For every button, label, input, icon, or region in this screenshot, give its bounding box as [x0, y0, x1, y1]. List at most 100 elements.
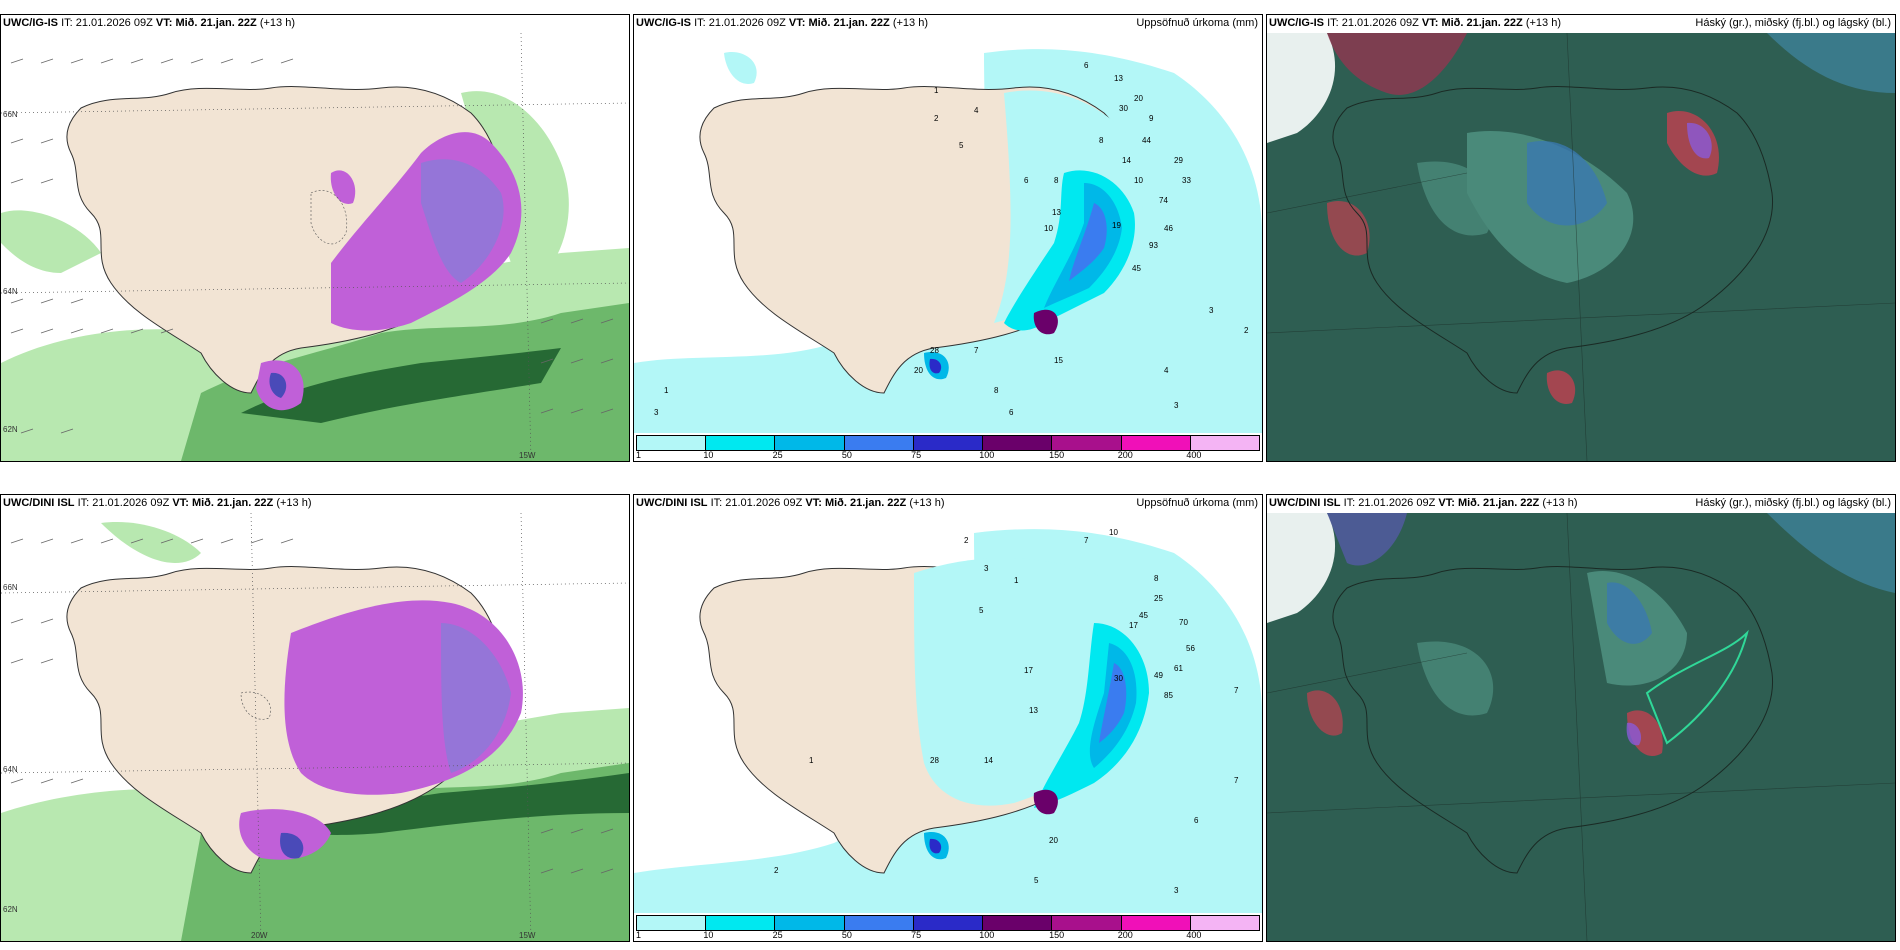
svg-text:13: 13 [1029, 706, 1038, 715]
colorbar-label: 200 [1117, 930, 1133, 940]
svg-text:7: 7 [1084, 536, 1089, 545]
colorbar-label: 100 [979, 930, 995, 940]
svg-text:56: 56 [1186, 644, 1195, 653]
colorbar-swatch [637, 436, 707, 450]
svg-text:6: 6 [1194, 816, 1199, 825]
precip-values: 2 3 1 5 7 10 8 25 45 17 30 70 56 49 61 8… [774, 528, 1239, 895]
svg-text:20: 20 [1134, 94, 1143, 103]
panel-header: UWC/DINI ISL IT: 21.01.2026 09Z VT: Mið.… [636, 497, 945, 509]
svg-text:8: 8 [1154, 574, 1159, 583]
svg-text:6: 6 [1009, 408, 1014, 417]
lon-label-15w: 15W [519, 931, 536, 940]
colorbar-swatch [913, 436, 984, 450]
panel-cloud-bottom: UWC/DINI ISL IT: 21.01.2026 09Z VT: Mið.… [1266, 494, 1896, 942]
svg-text:7: 7 [1234, 686, 1239, 695]
colorbar-swatch [1121, 916, 1191, 930]
svg-text:1: 1 [934, 86, 939, 95]
cloud-map [1267, 513, 1895, 941]
cloud-map [1267, 33, 1895, 461]
svg-text:9: 9 [1149, 114, 1154, 123]
svg-text:61: 61 [1174, 664, 1183, 673]
colorbar-swatch [706, 916, 776, 930]
svg-text:1: 1 [1014, 576, 1019, 585]
colorbar-label: 75 [911, 930, 922, 940]
colorbar-label: 75 [911, 450, 922, 460]
svg-text:33: 33 [1182, 176, 1191, 185]
panel-title-cloud: Háský (gr.), miðský (fj.bl.) og lágský (… [1695, 17, 1891, 29]
svg-text:20: 20 [1049, 836, 1058, 845]
wind-barbs [10, 538, 614, 874]
svg-text:19: 19 [1112, 221, 1121, 230]
colorbar-swatch [913, 916, 984, 930]
panel-precip-top: UWC/IG-IS IT: 21.01.2026 09Z VT: Mið. 21… [633, 14, 1263, 462]
colorbar-label: 1 [636, 450, 642, 460]
colorbar-swatch [775, 916, 845, 930]
svg-text:8: 8 [994, 386, 999, 395]
svg-text:10: 10 [1044, 224, 1053, 233]
panel-precip-bottom: UWC/DINI ISL IT: 21.01.2026 09Z VT: Mið.… [633, 494, 1263, 942]
panel-header: UWC/DINI ISL IT: 21.01.2026 09Z VT: Mið.… [3, 497, 312, 509]
colorbar-label: 400 [1186, 450, 1202, 460]
lat-label-62n: 62N [3, 425, 18, 434]
lat-label-64n: 64N [3, 287, 18, 296]
svg-text:1: 1 [809, 756, 814, 765]
svg-text:4: 4 [1164, 366, 1169, 375]
svg-text:14: 14 [984, 756, 993, 765]
svg-text:2: 2 [774, 866, 779, 875]
svg-text:25: 25 [1154, 594, 1163, 603]
colorbar-label: 400 [1186, 930, 1202, 940]
precip-values: 1 2 4 5 6 13 30 20 9 44 8 14 10 29 33 74… [654, 61, 1249, 417]
colorbar-label: 50 [841, 930, 852, 940]
svg-text:3: 3 [1174, 886, 1179, 895]
panel-header: UWC/IG-IS IT: 21.01.2026 09Z VT: Mið. 21… [636, 17, 928, 29]
colorbar-swatch [844, 436, 914, 450]
panel-header: UWC/IG-IS IT: 21.01.2026 09Z VT: Mið. 21… [1269, 17, 1561, 29]
colorbar-label: 25 [772, 930, 783, 940]
svg-text:13: 13 [1052, 208, 1061, 217]
lon-label-15w: 15W [519, 451, 536, 460]
svg-text:49: 49 [1154, 671, 1163, 680]
svg-text:44: 44 [1142, 136, 1151, 145]
colorbar-label: 200 [1117, 450, 1133, 460]
svg-text:6: 6 [1084, 61, 1089, 70]
panel-title-precip: Uppsöfnuð úrkoma (mm) [1136, 497, 1258, 509]
colorbar-swatch [775, 436, 845, 450]
svg-text:6: 6 [1024, 176, 1029, 185]
svg-text:10: 10 [1109, 528, 1118, 537]
svg-text:3: 3 [1174, 401, 1179, 410]
svg-text:93: 93 [1149, 241, 1158, 250]
colorbar-swatch [844, 916, 914, 930]
svg-text:70: 70 [1179, 618, 1188, 627]
colorbar-swatch [1190, 916, 1259, 930]
svg-text:85: 85 [1164, 691, 1173, 700]
svg-text:3: 3 [984, 564, 989, 573]
svg-text:8: 8 [1099, 136, 1104, 145]
svg-text:2: 2 [934, 114, 939, 123]
colorbar-swatch [1052, 916, 1122, 930]
svg-text:17: 17 [1129, 621, 1138, 630]
svg-text:17: 17 [1024, 666, 1033, 675]
svg-text:7: 7 [1234, 776, 1239, 785]
svg-text:45: 45 [1139, 611, 1148, 620]
lat-label-64n: 64N [3, 765, 18, 774]
panel-snow-bottom: UWC/DINI ISL IT: 21.01.2026 09Z VT: Mið.… [0, 494, 630, 942]
svg-text:29: 29 [1174, 156, 1183, 165]
colorbar-swatch [637, 916, 707, 930]
colorbar: 1 10 25 50 75 100 150 200 400 [634, 913, 1262, 941]
svg-text:2: 2 [1244, 326, 1249, 335]
svg-text:45: 45 [1132, 264, 1141, 273]
svg-text:28: 28 [930, 756, 939, 765]
colorbar-swatch [1190, 436, 1259, 450]
svg-text:30: 30 [1119, 104, 1128, 113]
colorbar-swatch [1052, 436, 1122, 450]
colorbar-swatch [983, 436, 1053, 450]
svg-text:15: 15 [1054, 356, 1063, 365]
svg-text:28: 28 [930, 346, 939, 355]
panel-title-cloud: Háský (gr.), miðský (fj.bl.) og lágský (… [1695, 497, 1891, 509]
svg-text:5: 5 [1034, 876, 1039, 885]
colorbar-swatch [706, 436, 776, 450]
svg-text:74: 74 [1159, 196, 1168, 205]
snow-map [1, 33, 629, 461]
svg-text:14: 14 [1122, 156, 1131, 165]
svg-text:13: 13 [1114, 74, 1123, 83]
